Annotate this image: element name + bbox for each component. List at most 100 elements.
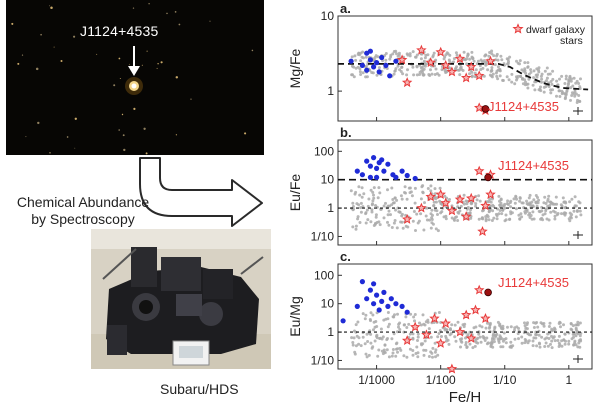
halo-star-point — [465, 202, 469, 206]
halo-star-point — [496, 65, 500, 69]
halo-star-point — [478, 324, 482, 328]
halo-star-point — [520, 341, 524, 345]
halo-star-point — [495, 69, 499, 73]
halo-star-point — [537, 198, 541, 202]
target-star-label: J1124+4535 — [80, 23, 159, 39]
halo-star-point — [457, 211, 461, 215]
halo-star-point — [534, 336, 538, 340]
background-star — [122, 134, 125, 137]
halo-star-point — [425, 218, 429, 222]
halo-star-point — [475, 198, 479, 202]
halo-star-point — [443, 194, 447, 198]
ufd-star-point — [393, 174, 399, 180]
background-star — [143, 127, 146, 130]
halo-star-point — [357, 336, 361, 340]
halo-star-point — [535, 344, 539, 348]
halo-star-point — [515, 75, 518, 79]
halo-star-point — [387, 322, 391, 326]
halo-star-point — [424, 214, 428, 218]
halo-star-point — [485, 213, 489, 217]
halo-star-point — [559, 203, 563, 207]
halo-star-point — [490, 68, 494, 72]
halo-star-point — [379, 327, 383, 331]
background-star — [178, 23, 181, 26]
halo-star-point — [350, 336, 354, 340]
halo-star-point — [551, 77, 555, 81]
halo-star-point — [506, 199, 510, 203]
halo-star-point — [549, 210, 553, 214]
halo-star-point — [498, 337, 502, 341]
halo-star-point — [366, 204, 370, 208]
halo-star-point — [421, 190, 425, 194]
halo-star-point — [398, 328, 402, 331]
halo-star-point — [364, 65, 368, 69]
halo-star-point — [404, 191, 407, 195]
halo-star-point — [463, 322, 467, 326]
background-star — [133, 107, 136, 111]
halo-star-point — [499, 198, 503, 202]
halo-star-point — [482, 336, 486, 340]
halo-star-point — [421, 73, 425, 77]
dwarf-star-marker — [410, 321, 421, 332]
halo-star-point — [575, 210, 579, 213]
halo-star-point — [509, 205, 513, 209]
halo-star-point — [405, 355, 409, 359]
legend-label-line2: stars — [560, 35, 583, 47]
halo-star-point — [548, 321, 552, 325]
halo-star-point — [364, 221, 368, 225]
halo-star-point — [509, 340, 513, 344]
halo-star-point — [553, 339, 557, 343]
halo-star-point — [434, 197, 438, 201]
ufd-star-point — [388, 296, 394, 302]
target-label: J1124+4535 — [498, 275, 569, 290]
halo-star-point — [416, 351, 420, 355]
halo-star-point — [482, 74, 486, 78]
halo-star-point — [391, 52, 395, 56]
halo-star-point — [543, 195, 547, 199]
halo-star-point — [502, 204, 506, 208]
halo-star-point — [577, 341, 581, 345]
ufd-star-point — [354, 168, 360, 174]
halo-star-point — [477, 217, 481, 221]
halo-star-point — [527, 72, 531, 76]
halo-star-point — [474, 325, 478, 329]
halo-star-point — [459, 345, 462, 349]
halo-star-point — [570, 213, 574, 217]
background-star — [118, 57, 121, 60]
halo-star-point — [483, 54, 487, 58]
ufd-star-point — [371, 301, 377, 307]
halo-star-point — [387, 209, 391, 213]
halo-star-point — [490, 219, 494, 222]
halo-star-point — [555, 94, 558, 98]
halo-star-point — [508, 218, 511, 221]
halo-star-point — [484, 326, 488, 330]
halo-star-point — [354, 227, 358, 231]
halo-star-point — [514, 207, 518, 211]
halo-star-point — [372, 196, 376, 200]
halo-star-point — [563, 82, 567, 85]
ufd-star-point — [371, 281, 377, 287]
dwarf-star-marker — [460, 211, 472, 222]
halo-star-point — [473, 344, 477, 348]
halo-star-point — [574, 323, 578, 327]
halo-star-point — [474, 68, 478, 72]
halo-star-point — [565, 89, 569, 92]
halo-star-point — [375, 73, 379, 77]
halo-star-point — [414, 55, 417, 59]
background-star — [66, 136, 69, 138]
halo-stars-group — [350, 49, 582, 104]
halo-star-point — [400, 197, 404, 201]
halo-star-point — [544, 202, 548, 205]
dwarf-star-marker — [470, 304, 481, 315]
halo-star-point — [501, 208, 505, 212]
panel-letter: b. — [340, 125, 352, 140]
halo-star-point — [500, 337, 504, 341]
halo-star-point — [469, 216, 473, 220]
halo-star-point — [371, 190, 375, 194]
halo-star-point — [486, 68, 490, 72]
ufd-star-point — [381, 168, 387, 174]
halo-star-point — [456, 68, 460, 72]
background-star — [141, 64, 143, 66]
halo-star-point — [528, 211, 532, 215]
halo-star-point — [356, 215, 360, 219]
